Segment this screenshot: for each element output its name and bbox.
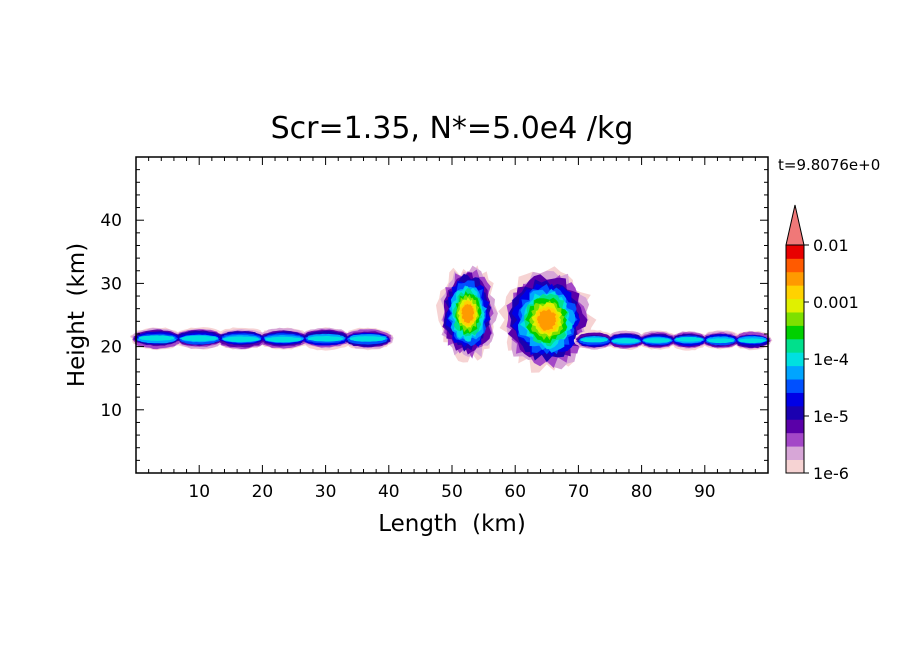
- chart-title: Scr=1.35, N*=5.0e4 /kg: [271, 111, 634, 146]
- colorbar-band: [786, 271, 804, 286]
- colorbar-band: [786, 258, 804, 273]
- colorbar-band: [786, 405, 804, 420]
- y-tick-label: 40: [100, 211, 122, 231]
- x-tick-label: 40: [378, 482, 400, 502]
- x-tick-label: 70: [568, 482, 590, 502]
- colorbar-band: [786, 392, 804, 407]
- colorbar: 1e-6 1e-5 1e-4 0.001 0.01: [785, 204, 859, 483]
- field-band: [461, 303, 475, 324]
- colorbar-band: [786, 245, 804, 259]
- field-band: [580, 337, 608, 343]
- field-band: [265, 336, 302, 343]
- field-region: [129, 327, 394, 351]
- y-tick-label: 30: [100, 274, 122, 294]
- colorbar-band: [786, 419, 804, 434]
- x-tick-label: 20: [252, 482, 274, 502]
- field-region: [498, 266, 597, 373]
- colorbar-band: [786, 298, 804, 313]
- colorbar-tick-label: 0.001: [813, 293, 859, 312]
- colorbar-band: [786, 446, 804, 460]
- colorbar-band: [786, 312, 804, 326]
- colorbar-tick-label: 1e-4: [813, 350, 849, 369]
- concentration-field: [129, 265, 773, 373]
- colorbar-band: [786, 379, 804, 393]
- y-tick-label: 20: [100, 338, 122, 358]
- x-tick-label: 60: [504, 482, 526, 502]
- colorbar-tick-label: 1e-6: [813, 464, 849, 483]
- x-axis-label: Length (km): [378, 511, 526, 537]
- y-tick-label: 10: [100, 401, 122, 421]
- colorbar-band: [786, 432, 804, 447]
- y-axis-label: Height (km): [64, 243, 90, 387]
- time-label: t=9.8076e+0: [778, 156, 880, 174]
- colorbar-band: [786, 338, 804, 353]
- colorbar-tick-label: 0.01: [813, 236, 849, 255]
- x-tick-label: 50: [441, 482, 463, 502]
- colorbar-band: [786, 365, 804, 380]
- colorbar-band: [786, 459, 804, 474]
- field-band: [643, 338, 671, 343]
- field-band: [180, 335, 219, 342]
- y-tick-labels: 10 20 30 40: [100, 211, 122, 421]
- colorbar-band: [786, 352, 804, 367]
- field-band: [738, 338, 767, 344]
- x-tick-labels: 10 20 30 40 50 60 70 80 90: [188, 482, 715, 502]
- field-band: [139, 335, 176, 341]
- x-tick-label: 10: [188, 482, 210, 502]
- colorbar-extend-arrow: [785, 204, 805, 246]
- axis-ticks: [135, 156, 769, 474]
- field-region: [573, 329, 773, 351]
- field-band: [674, 337, 704, 342]
- x-tick-label: 80: [631, 482, 653, 502]
- field-band: [611, 338, 640, 344]
- field-band: [222, 336, 260, 342]
- field-band: [706, 338, 735, 344]
- colorbar-band: [786, 325, 804, 340]
- field-region: [436, 265, 498, 363]
- x-tick-label: 30: [315, 482, 337, 502]
- colorbar-band: [786, 285, 804, 300]
- field-band: [537, 309, 557, 331]
- x-tick-label: 90: [694, 482, 716, 502]
- field-band: [349, 336, 387, 342]
- colorbar-tick-label: 1e-5: [813, 407, 849, 426]
- field-band: [307, 336, 345, 342]
